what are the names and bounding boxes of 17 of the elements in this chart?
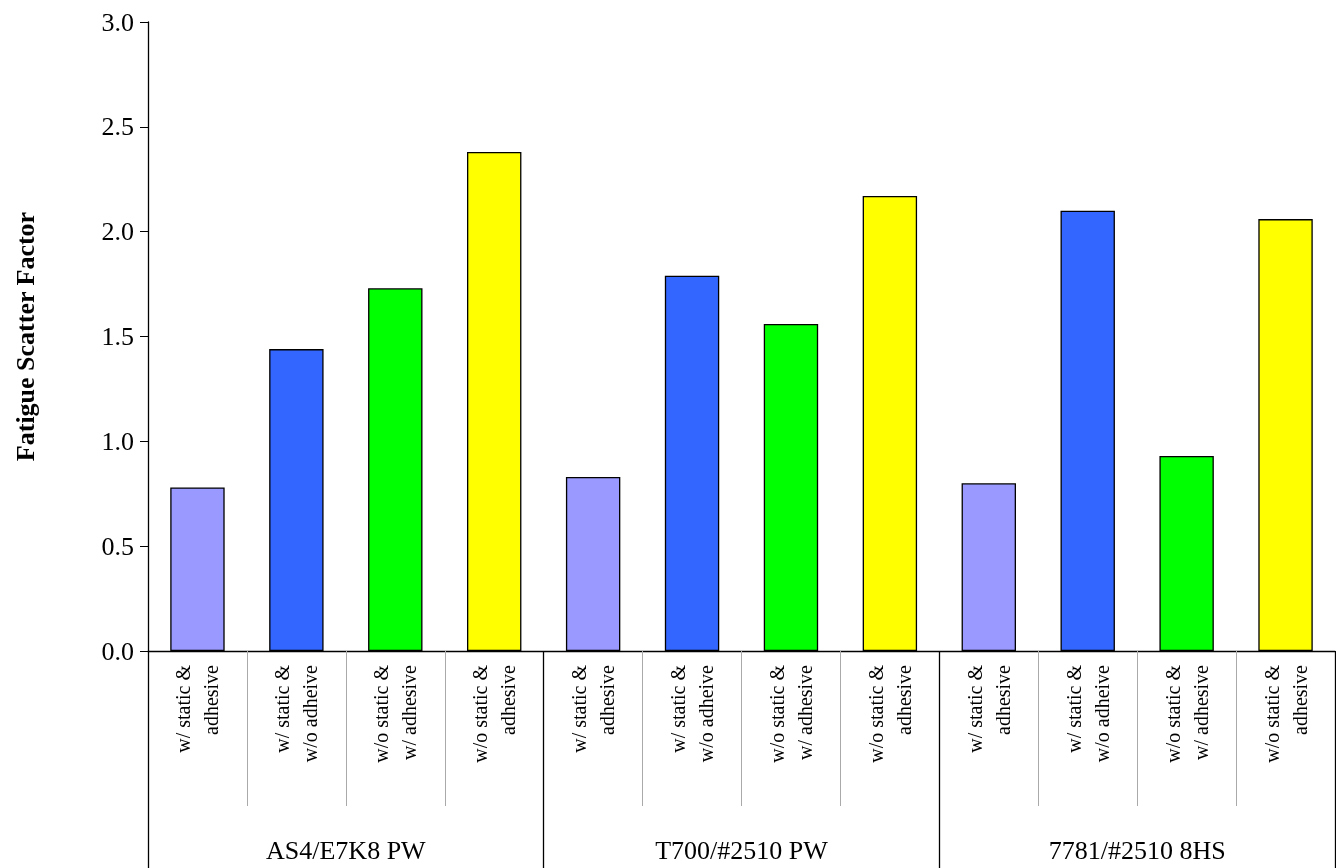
- y-axis-title: Fatigue Scatter Factor: [10, 211, 40, 462]
- x-tick-label: w/ static & adhesive: [568, 664, 619, 753]
- text: 7781/#2510 8HS: [1048, 835, 1226, 865]
- text: T700/#2510 PW: [655, 835, 829, 865]
- y-tick-label: 0.0: [101, 636, 134, 666]
- y-tick-label: 2.0: [101, 217, 134, 247]
- y-tick-label: 1.5: [101, 322, 134, 351]
- y-tick-label: 1.0: [101, 426, 134, 456]
- text: AS4/E7K8 PW: [266, 835, 427, 865]
- y-tick-label: 0.5: [101, 531, 134, 561]
- x-tick-label: w/o static & adhesive: [469, 664, 520, 763]
- y-tick-label: 3.0: [101, 7, 134, 37]
- y-tick-label: 2.5: [101, 112, 134, 142]
- x-tick-label: w/ static & adhesive: [172, 664, 223, 753]
- x-tick-label: w/o static & adhesive: [1260, 664, 1311, 763]
- x-tick-label: w/o static & adhesive: [864, 664, 915, 763]
- x-tick-label: w/ static & adhesive: [963, 664, 1014, 753]
